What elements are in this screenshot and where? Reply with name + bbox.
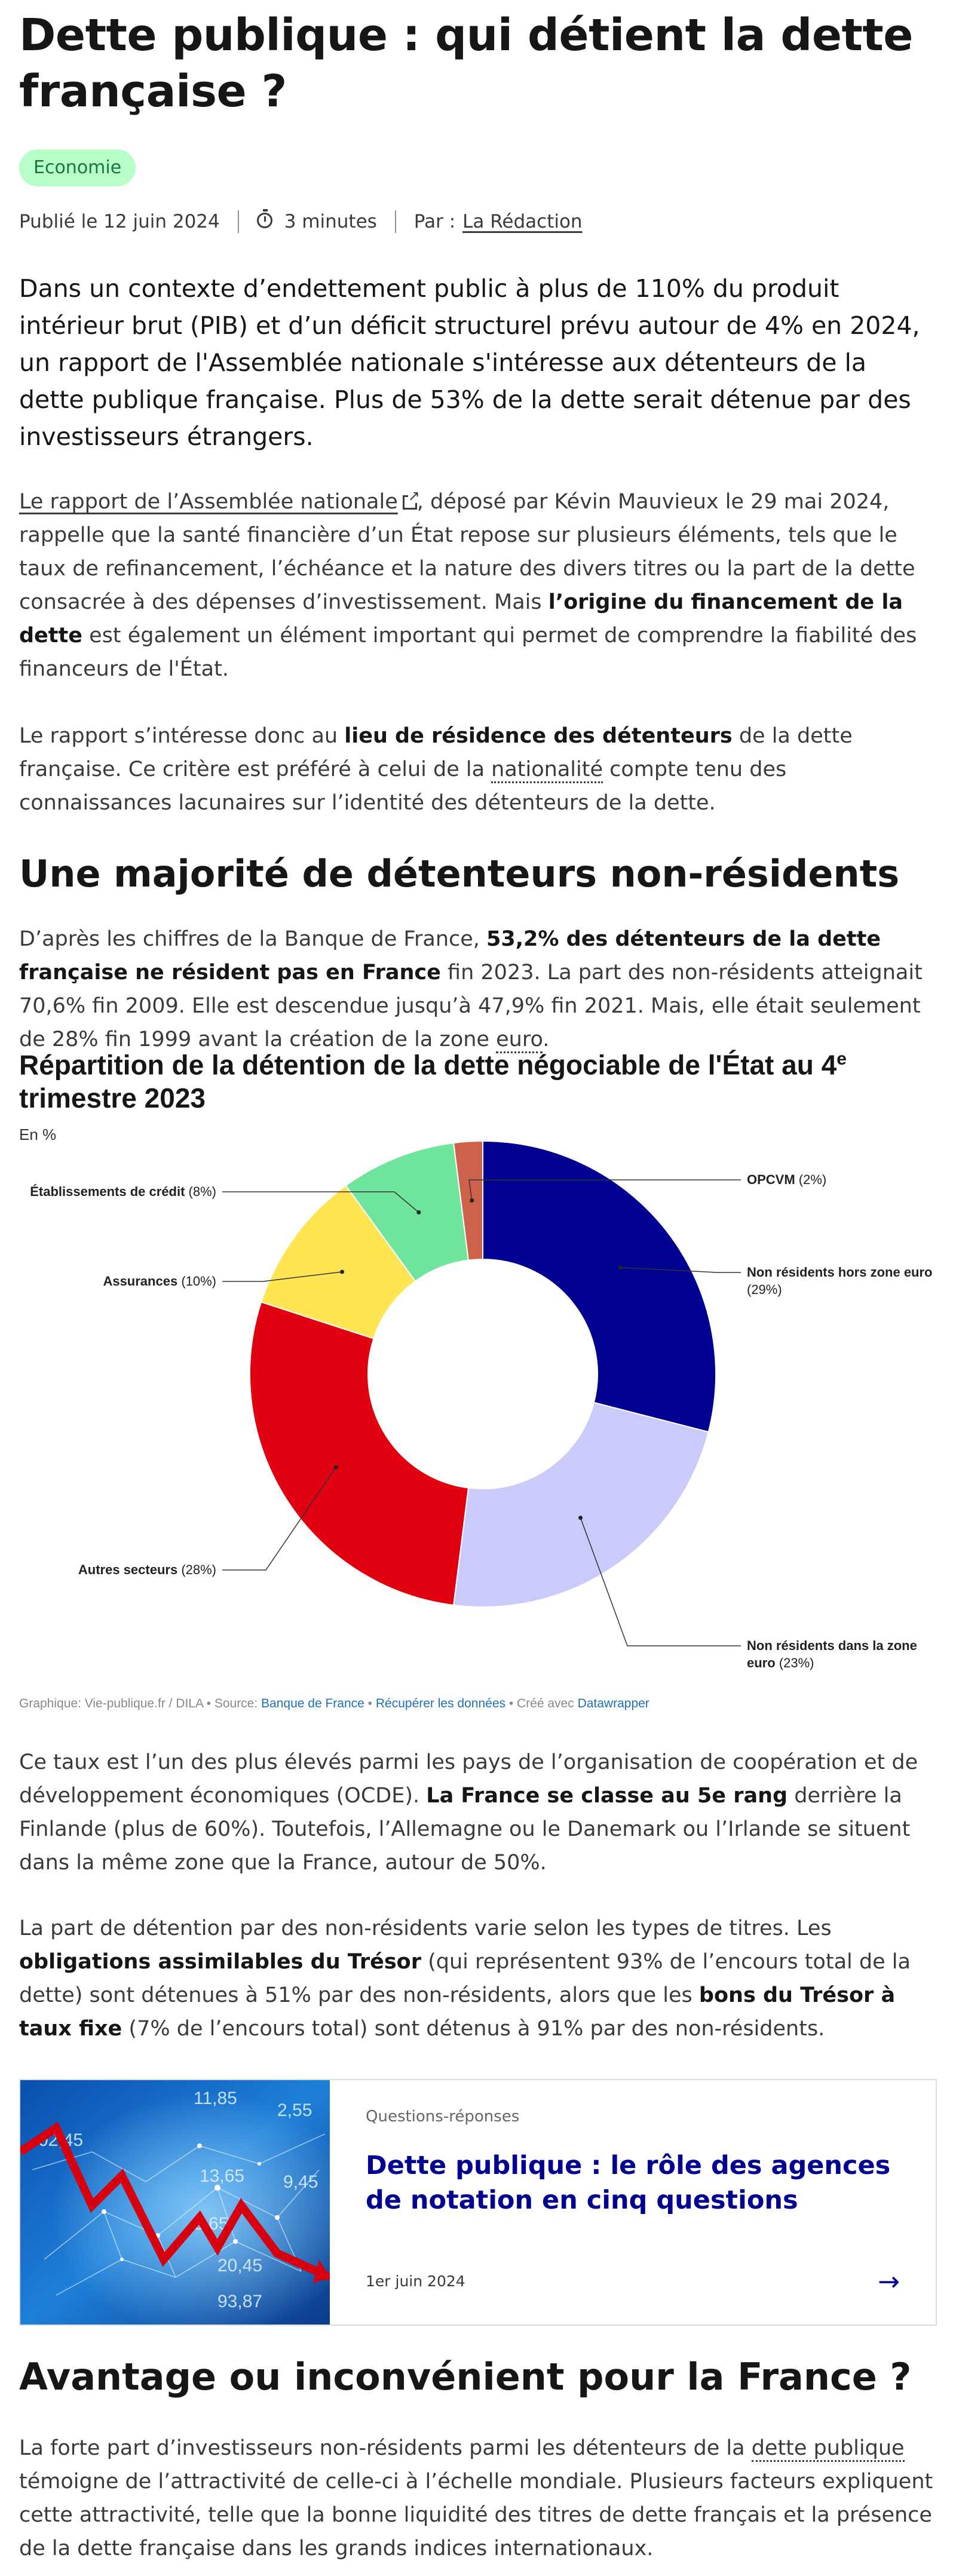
bold-text: bons du Trésor à taux fixe (19, 1983, 896, 2041)
label-anchor-dot (470, 1198, 474, 1203)
text: est également un élément important qui p… (19, 624, 917, 681)
related-article-card[interactable]: 11,85 2,55 02,45 13,65 9,45 8,65 20,45 93,87 Qu… (19, 2079, 937, 2326)
thumb-number: 20,45 (217, 2256, 262, 2276)
external-link-icon (402, 489, 420, 510)
text: • Créé avec (505, 1697, 578, 1710)
paragraph-residence: Le rapport s’intéresse donc au lieu de r… (19, 719, 937, 820)
text: La forte part d’investisseurs non-réside… (19, 2436, 752, 2460)
category-tag[interactable]: Economie (19, 149, 136, 186)
paragraph-titles: La part de détention par des non-résiden… (19, 1912, 937, 2046)
glossary-euro[interactable]: euro (496, 1028, 543, 1053)
paragraph-attractivity: La forte part d’investisseurs non-réside… (19, 2431, 937, 2565)
card-info: Questions-réponses Dette publique : le r… (330, 2080, 936, 2324)
label-anchor-dot (416, 1210, 421, 1215)
donut-label-2: Autres secteurs (28%) (78, 1562, 216, 1577)
thumb-number: 2,55 (277, 2100, 312, 2120)
paragraph-ocde: Ce taux est l’un des plus élevés parmi l… (19, 1746, 937, 1879)
text: fin 2023. La part des non-résidents atte… (19, 961, 923, 1051)
download-data-link[interactable]: Récupérer les données (375, 1697, 505, 1710)
label-leader-line (468, 1179, 741, 1201)
read-time: 3 minutes (284, 211, 377, 232)
donut-label-1: Non résidents dans la zone euro (23%) (747, 1638, 917, 1670)
label-anchor-dot (340, 1269, 345, 1274)
bold-text: 53,2% des détenteurs de la dette françai… (19, 927, 881, 985)
chart-footer: Graphique: Vie-publique.fr / DILA • Sour… (19, 1697, 649, 1711)
text: , déposé par Kévin Mauvieux le 29 mai 20… (19, 490, 915, 614)
text: (7% de l’encours total) sont détenus à 9… (122, 2017, 825, 2041)
card-kind: Questions-réponses (366, 2108, 520, 2126)
clock-icon (256, 209, 272, 228)
chart-title: Répartition de la détention de la dette … (19, 1042, 937, 1115)
report-link[interactable]: Le rapport de l’Assemblée nationale (19, 490, 398, 514)
text: • (364, 1697, 376, 1710)
bold-text: obligations assimilables du Trésor (19, 1950, 421, 1974)
chart-title-end: trimestre 2023 (19, 1082, 206, 1114)
donut-label-4: Établissements de crédit (8%) (30, 1184, 216, 1199)
card-thumbnail: 11,85 2,55 02,45 13,65 9,45 8,65 20,45 93,87 (20, 2080, 330, 2324)
donut-slice-5[interactable] (453, 1140, 483, 1261)
chart-source-link[interactable]: Banque de France (261, 1697, 364, 1710)
donut-label-3: Assurances (10%) (103, 1274, 216, 1289)
author-prefix: Par : (413, 211, 456, 232)
label-leader-line (580, 1517, 741, 1646)
paragraph-figures: D’après les chiffres de la Banque de Fra… (19, 922, 937, 1056)
arrow-right-icon[interactable]: → (878, 2267, 900, 2297)
label-leader-line (222, 1191, 419, 1213)
page-title: Dette publique : qui détient la dette fr… (19, 10, 913, 117)
chart-credit: Graphique: Vie-publique.fr / DILA • Sour… (19, 1697, 262, 1710)
text: Le rapport s’intéresse donc au (19, 724, 345, 748)
label-anchor-dot (578, 1516, 583, 1520)
donut-label-5: OPCVM (2%) (747, 1172, 826, 1187)
label-anchor-dot (333, 1465, 338, 1470)
author-link[interactable]: La Rédaction (462, 211, 583, 232)
label-anchor-dot (618, 1265, 623, 1270)
chart-title-main: Répartition de la détention de la dette … (19, 1049, 837, 1081)
bold-text: l’origine du financement de la dette (19, 590, 903, 648)
donut-slice-0[interactable] (482, 1140, 717, 1433)
label-leader-line (222, 1271, 342, 1282)
thumb-number: 9,45 (283, 2172, 318, 2192)
text: D’après les chiffres de la Banque de Fra… (19, 927, 487, 951)
label-leader-line (222, 1467, 336, 1571)
text: (qui représentent 93% de l’encours total… (19, 1950, 911, 2007)
card-date: 1er juin 2024 (366, 2273, 465, 2290)
article-meta: Publié le 12 juin 2024 3 minutes Par : L… (19, 207, 937, 237)
thumb-number: 93,87 (217, 2292, 262, 2311)
text: témoigne de l’attractivité de celle-ci à… (19, 2470, 933, 2560)
card-title-link[interactable]: Dette publique : le rôle des agences de … (366, 2151, 891, 2215)
thumb-number: 11,85 (194, 2089, 237, 2108)
label-leader-line (620, 1266, 741, 1273)
text: de la dette française. Ce critère est pr… (19, 724, 853, 781)
donut-label-0: Non résidents hors zone euro (29%) (747, 1265, 933, 1297)
publish-date: Publié le 12 juin 2024 (19, 211, 220, 232)
text: Ce taux est l’un des plus élevés parmi l… (19, 1750, 918, 1808)
paragraph-report: Le rapport de l’Assemblée nationale, dép… (19, 485, 937, 686)
donut-slice-1[interactable] (453, 1402, 709, 1608)
text: compte tenu des connaissances lacunaires… (19, 758, 787, 815)
section-heading-majority: Une majorité de détenteurs non-résidents (19, 852, 900, 896)
text: . (543, 1028, 550, 1051)
bold-text: lieu de résidence des détenteurs (344, 724, 733, 748)
lead-paragraph: Dans un contexte d’endettement public à … (19, 274, 920, 451)
meta-divider (237, 210, 239, 233)
datawrapper-link[interactable]: Datawrapper (577, 1697, 649, 1710)
chart-title-sup: e (836, 1049, 847, 1069)
thumb-number: 13,65 (200, 2166, 244, 2186)
chart-subtitle: En % (19, 1126, 57, 1144)
bold-text: La France se classe au 5e rang (426, 1784, 788, 1808)
glossary-dette-publique[interactable]: dette publique (751, 2436, 905, 2462)
meta-divider (394, 210, 396, 233)
glossary-nationalite[interactable]: nationalité (491, 758, 603, 783)
text: derrière la Finlande (plus de 60%). Tout… (19, 1784, 911, 1875)
text: La part de détention par des non-résiden… (19, 1916, 832, 1940)
section-heading-advantage: Avantage ou inconvénient pour la France … (19, 2355, 912, 2399)
donut-chart: Non résidents hors zone euro (29%) Non rés… (30, 1140, 933, 1670)
chart-block: Répartition de la détention de la dette … (19, 1042, 937, 1144)
donut-slice-2[interactable] (249, 1301, 470, 1606)
